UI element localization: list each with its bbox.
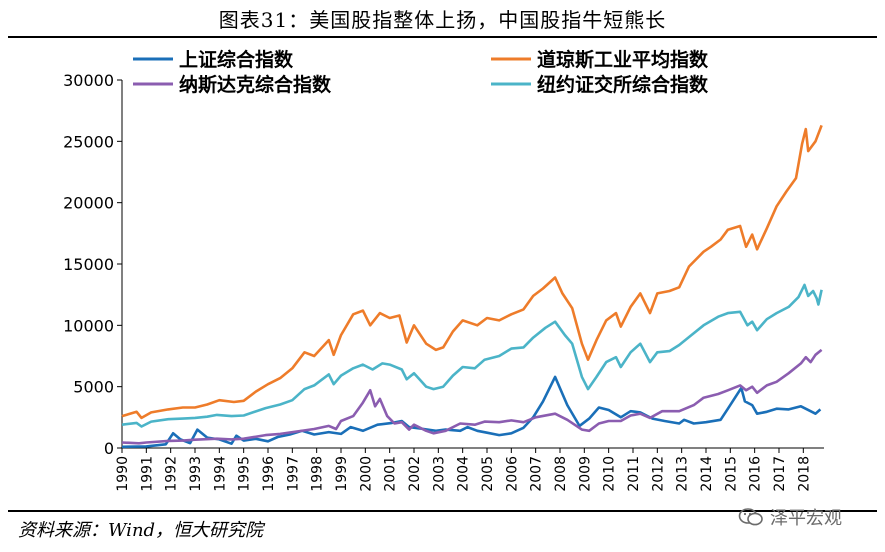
x-tick-label: 2015 (723, 456, 739, 492)
y-tick-label: 30000 (63, 71, 114, 90)
x-tick-label: 2014 (699, 456, 715, 492)
x-tick-label: 1997 (285, 456, 301, 492)
x-tick-label: 2007 (529, 456, 545, 492)
legend-label-3: 纽约证交所综合指数 (537, 73, 709, 96)
y-tick-label: 15000 (63, 255, 114, 274)
x-tick-label: 1994 (212, 456, 228, 492)
y-axis-ticks: 0 5000 10000 15000 20000 25000 30000 (63, 71, 122, 458)
y-tick-label: 20000 (63, 194, 114, 213)
x-tick-label: 2018 (796, 456, 812, 492)
watermark-text: 泽平宏观 (770, 508, 842, 529)
x-axis-ticks: 1990 1991 1992 1993 1994 1995 1996 1997 1998 1999… (115, 448, 812, 492)
x-tick-label: 2010 (602, 456, 618, 492)
x-tick-label: 2013 (675, 456, 691, 492)
x-tick-label: 1999 (334, 456, 350, 492)
x-tick-label: 2000 (358, 456, 374, 492)
source-note: 资料来源：Wind，恒大研究院 (18, 520, 264, 541)
x-tick-label: 2017 (772, 456, 788, 492)
x-tick-label: 2012 (650, 456, 666, 492)
y-tick-label: 10000 (63, 316, 114, 335)
x-tick-label: 1998 (310, 456, 326, 492)
x-tick-label: 2003 (431, 456, 447, 492)
series-line-3 (121, 283, 823, 428)
legend-label-2: 纳斯达克综合指数 (179, 73, 332, 96)
top-rule (8, 36, 877, 38)
series-line-1 (121, 124, 823, 420)
legend-label-1: 道琼斯工业平均指数 (537, 48, 709, 71)
x-tick-label: 2005 (480, 456, 496, 492)
x-tick-label: 2009 (577, 456, 593, 492)
y-tick-label: 25000 (63, 132, 114, 151)
x-tick-label: 2006 (504, 456, 520, 492)
x-tick-label: 1995 (237, 456, 253, 492)
x-tick-label: 2016 (748, 456, 764, 492)
x-tick-label: 1990 (115, 456, 131, 492)
series-line-0 (121, 375, 822, 449)
bottom-rule (8, 510, 877, 512)
x-tick-label: 1996 (261, 456, 277, 492)
x-tick-label: 1991 (139, 456, 155, 492)
x-tick-label: 2008 (553, 456, 569, 492)
x-tick-label: 1992 (164, 456, 180, 492)
series-line-2 (121, 348, 823, 445)
y-tick-label: 5000 (73, 378, 114, 397)
x-tick-label: 2001 (383, 456, 399, 492)
x-tick-label: 1993 (188, 456, 204, 492)
wechat-icon (738, 508, 763, 526)
watermark: 泽平宏观 (738, 504, 842, 530)
x-tick-label: 2011 (626, 456, 642, 492)
x-tick-label: 2002 (407, 456, 423, 492)
x-tick-label: 2004 (456, 456, 472, 492)
figure-title: 图表31：美国股指整体上扬，中国股指牛短熊长 (218, 8, 667, 32)
series-lines (121, 124, 823, 449)
y-tick-label: 0 (104, 439, 114, 458)
legend-label-0: 上证综合指数 (179, 48, 294, 71)
